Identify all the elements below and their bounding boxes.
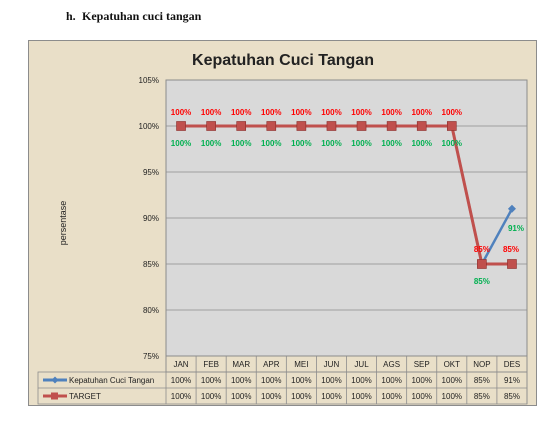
y-tick-label: 75%: [143, 352, 159, 361]
legend-marker-compliance: [51, 376, 59, 384]
target-data-label: 100%: [351, 108, 371, 117]
target-data-label: 100%: [442, 108, 462, 117]
section-number: h.: [66, 9, 76, 23]
target-point-marker: [326, 121, 337, 131]
target-data-label: 100%: [261, 108, 281, 117]
compliance-data-label: 100%: [231, 139, 251, 148]
x-tick-label: DES: [504, 360, 520, 369]
target-data-label: 85%: [474, 245, 490, 254]
legend-series-name: TARGET: [69, 392, 101, 401]
compliance-data-label: 100%: [261, 139, 281, 148]
target-data-label: 100%: [171, 108, 191, 117]
table-cell: 100%: [261, 376, 281, 385]
target-point-marker: [236, 121, 247, 131]
table-cell: 100%: [321, 392, 341, 401]
x-tick-label: JAN: [173, 360, 188, 369]
x-tick-label: APR: [263, 360, 280, 369]
compliance-data-label: 100%: [381, 139, 401, 148]
table-cell: 85%: [474, 376, 490, 385]
target-point-marker: [296, 121, 307, 131]
table-cell: 85%: [474, 392, 490, 401]
target-data-label: 100%: [381, 108, 401, 117]
section-title: Kepatuhan cuci tangan: [82, 9, 202, 23]
target-point-marker: [176, 121, 186, 131]
y-tick-label: 90%: [143, 214, 159, 223]
x-tick-label: JUN: [324, 360, 340, 369]
compliance-data-label: 100%: [442, 139, 462, 148]
target-series-line: [181, 124, 512, 266]
chart-title: Kepatuhan Cuci Tangan: [192, 52, 374, 69]
x-tick-label: FEB: [203, 360, 219, 369]
table-cell: 100%: [231, 392, 251, 401]
table-cell: 100%: [171, 376, 191, 385]
table-cell: 100%: [381, 376, 401, 385]
table-cell: 100%: [291, 376, 311, 385]
table-cell: 100%: [291, 392, 311, 401]
target-point-marker: [477, 259, 487, 269]
y-tick-label: 85%: [143, 260, 159, 269]
y-tick-label: 100%: [139, 122, 159, 131]
y-tick-label: 80%: [143, 306, 159, 315]
table-cell: 100%: [351, 376, 371, 385]
target-point-marker: [416, 121, 427, 131]
compliance-data-label: 100%: [411, 139, 431, 148]
x-tick-label: SEP: [414, 360, 430, 369]
y-axis-label: persentase: [58, 201, 68, 246]
table-cell: 100%: [351, 392, 371, 401]
target-data-label: 100%: [411, 108, 431, 117]
compliance-data-label: 100%: [321, 139, 341, 148]
target-data-label: 100%: [291, 108, 311, 117]
target-point-marker: [356, 121, 367, 131]
table-cell: 100%: [321, 376, 341, 385]
table-cell: 85%: [504, 392, 520, 401]
target-data-label: 100%: [201, 108, 221, 117]
compliance-data-label: 100%: [171, 139, 191, 148]
compliance-point-marker: [507, 204, 516, 213]
table-cell: 100%: [411, 392, 431, 401]
table-cell: 100%: [442, 392, 462, 401]
table-cell: 100%: [411, 376, 431, 385]
x-tick-label: AGS: [383, 360, 400, 369]
table-cell: 100%: [201, 376, 221, 385]
y-tick-label: 105%: [139, 76, 159, 85]
compliance-data-label: 100%: [291, 139, 311, 148]
table-cell: 91%: [504, 376, 520, 385]
compliance-data-label: 100%: [201, 139, 221, 148]
target-data-label: 100%: [321, 108, 341, 117]
target-point-marker: [507, 259, 517, 269]
target-point-marker: [386, 121, 397, 131]
target-data-label: 100%: [231, 108, 251, 117]
table-cell: 100%: [261, 392, 281, 401]
section-heading: h. Kepatuhan cuci tangan: [66, 9, 201, 24]
legend-marker-target: [51, 392, 58, 400]
target-data-label: 85%: [503, 245, 519, 254]
compliance-data-label: 100%: [351, 139, 371, 148]
x-tick-label: JUL: [354, 360, 369, 369]
x-tick-label: MEI: [294, 360, 308, 369]
compliance-data-label: 91%: [508, 224, 524, 233]
target-point-marker: [446, 121, 457, 131]
compliance-data-label: 85%: [474, 277, 490, 286]
table-cell: 100%: [442, 376, 462, 385]
y-tick-label: 95%: [143, 168, 159, 177]
x-tick-label: OKT: [444, 360, 461, 369]
x-tick-label: NOP: [473, 360, 490, 369]
target-point-marker: [266, 121, 277, 131]
legend-series-name: Kepatuhan Cuci Tangan: [69, 376, 154, 385]
x-tick-label: MAR: [232, 360, 250, 369]
table-cell: 100%: [381, 392, 401, 401]
target-point-marker: [206, 121, 216, 131]
table-cell: 100%: [231, 376, 251, 385]
table-cell: 100%: [201, 392, 221, 401]
table-cell: 100%: [171, 392, 191, 401]
